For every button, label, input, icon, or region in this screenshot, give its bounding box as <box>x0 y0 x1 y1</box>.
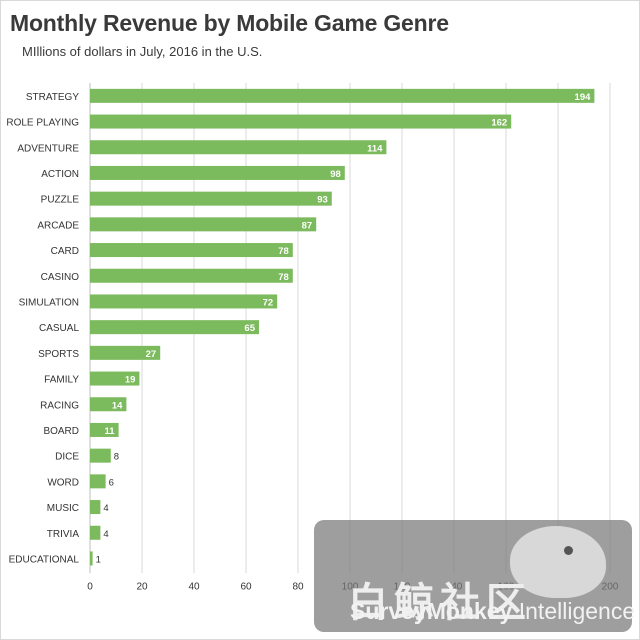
data-label: 1 <box>96 554 101 565</box>
watermark-brand: SurveyMonkey Intelligence <box>350 598 635 625</box>
data-label: 93 <box>317 195 328 206</box>
chart-title: Monthly Revenue by Mobile Game Genre <box>10 10 449 36</box>
category-label: STRATEGY <box>26 92 79 103</box>
data-label: 98 <box>330 169 341 180</box>
category-label: PUZZLE <box>41 195 80 206</box>
data-label: 72 <box>263 297 274 308</box>
bar <box>90 345 161 360</box>
bar <box>90 397 127 412</box>
bar <box>90 217 317 232</box>
bar <box>90 474 106 489</box>
bar <box>90 320 259 335</box>
data-label: 162 <box>491 118 507 129</box>
category-label: CASINO <box>41 272 80 283</box>
bar <box>90 500 101 515</box>
category-label: FAMILY <box>44 375 79 386</box>
bar <box>90 191 332 206</box>
category-label: BOARD <box>43 426 79 437</box>
category-label: WORD <box>47 477 79 488</box>
watermark-cn-text: 白鲸社区 <box>348 580 532 626</box>
category-label: SIMULATION <box>19 297 79 308</box>
data-label: 78 <box>278 272 289 283</box>
category-label: SPORTS <box>38 349 79 360</box>
watermark-overlay: 白鲸社区 SurveyMonkey Intelligence <box>314 520 635 632</box>
bar <box>90 294 278 309</box>
bar <box>90 165 345 180</box>
chart-subtitle: MIllions of dollars in July, 2016 in the… <box>22 44 263 59</box>
bar <box>90 525 101 540</box>
data-label: 19 <box>125 375 136 386</box>
bar <box>90 371 140 386</box>
data-label: 27 <box>146 349 157 360</box>
bar <box>90 243 293 258</box>
data-label: 14 <box>112 400 123 411</box>
x-tick-label: 20 <box>136 581 148 592</box>
data-label: 65 <box>244 323 255 334</box>
category-label: ADVENTURE <box>17 143 79 154</box>
category-label: EDUCATIONAL <box>9 554 80 565</box>
whale-eye-icon <box>564 546 573 555</box>
bar <box>90 551 93 566</box>
bar <box>90 140 387 155</box>
x-tick-label: 0 <box>87 581 93 592</box>
bar <box>90 88 595 103</box>
bar <box>90 268 293 283</box>
bar <box>90 422 119 437</box>
category-label: CASUAL <box>39 323 79 334</box>
category-label: ROLE PLAYING <box>6 118 79 129</box>
x-tick-label: 80 <box>292 581 304 592</box>
category-label: TRIVIA <box>47 529 80 540</box>
brand-light: Intelligence <box>512 598 636 624</box>
data-label: 6 <box>109 477 114 488</box>
category-label: RACING <box>40 400 79 411</box>
data-label: 114 <box>367 143 383 154</box>
x-tick-label: 40 <box>188 581 200 592</box>
category-label: MUSIC <box>47 503 79 514</box>
bar <box>90 114 512 129</box>
data-label: 8 <box>114 452 119 463</box>
data-label: 4 <box>103 529 108 540</box>
category-label: ACTION <box>41 169 79 180</box>
category-label: DICE <box>55 452 79 463</box>
data-label: 11 <box>105 426 116 437</box>
data-label: 87 <box>302 220 313 231</box>
x-tick-label: 60 <box>240 581 252 592</box>
brand-bold: SurveyMonkey <box>350 598 513 624</box>
category-label: CARD <box>51 246 79 257</box>
category-label: ARCADE <box>37 220 79 231</box>
data-label: 78 <box>278 246 289 257</box>
whale-logo-icon <box>510 526 606 598</box>
bar <box>90 448 111 463</box>
data-label: 4 <box>103 503 108 514</box>
data-label: 194 <box>575 92 592 103</box>
